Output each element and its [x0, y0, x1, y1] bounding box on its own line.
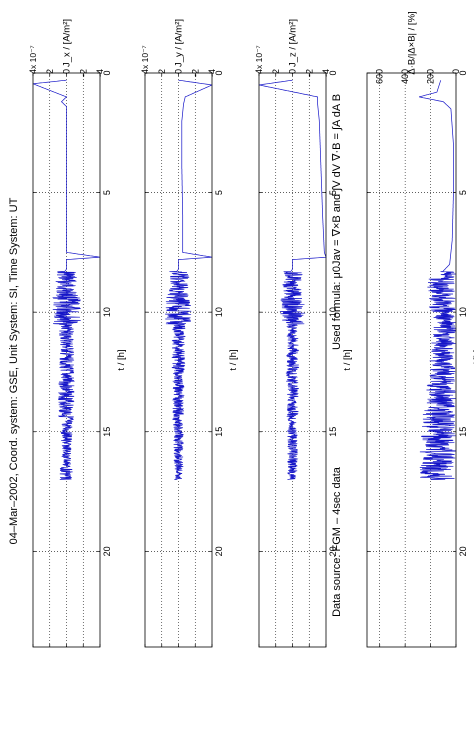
x-tick-label: 15: [214, 427, 224, 437]
y-tick-label: 0: [288, 69, 298, 74]
x-tick-label: 15: [328, 427, 338, 437]
series-line-jz: [258, 79, 327, 480]
x-tick-label: 20: [328, 546, 338, 556]
x-tick-label: 0: [214, 70, 224, 75]
plot-frame: [366, 72, 457, 648]
y-tick-label: -2: [78, 69, 88, 77]
x-tick-label: 0: [458, 70, 468, 75]
x-axis-label: t / [h]: [472, 349, 474, 370]
y-tick-label: 2: [157, 69, 167, 74]
data-source-text: Data source: FGM – 4sec data: [331, 466, 343, 617]
x-tick-label: 20: [214, 546, 224, 556]
y-axis-label: J_z / [A/m²]: [288, 19, 299, 67]
y-tick-label: -4: [207, 69, 217, 77]
panel-jy: 0 5 10 15 20 -4 -2 0 2 4x 10⁻⁷ J_y / [A/m²] t / [h]: [140, 19, 239, 648]
x-tick-label: 5: [102, 190, 112, 195]
y-tick-label: 200: [426, 69, 436, 84]
x-tick-label: 15: [458, 427, 468, 437]
y-axis-label: Δ·B/|Δ×B| / [%]: [407, 11, 418, 74]
x-tick-label: 0: [328, 70, 338, 75]
y-tick-label: -4: [95, 69, 105, 77]
y-tick-label: 0: [62, 69, 72, 74]
x-tick-label: 0: [102, 70, 112, 75]
y-tick-label: 4: [254, 69, 264, 74]
x-tick-label: 10: [214, 307, 224, 317]
x-axis-label: t / [h]: [116, 349, 127, 370]
y-tick-label: -2: [190, 69, 200, 77]
x-tick-label: 5: [328, 190, 338, 195]
x-tick-label: 10: [328, 307, 338, 317]
x-tick-label: 10: [458, 307, 468, 317]
y-tick-label: 600: [375, 69, 385, 84]
x-axis-label: t / [h]: [228, 349, 239, 370]
figure-title: 04–Mar–2002, Coord. system: GSE, Unit Sy…: [8, 197, 20, 544]
panel-jx: 0 5 10 15 20 -4 -2 0 2 4x 10⁻⁷ J_x / [A/m²] t / [h]: [28, 19, 127, 648]
x-tick-label: 5: [458, 190, 468, 195]
x-axis-label: t / [h]: [342, 349, 353, 370]
y-tick-label: -2: [304, 69, 314, 77]
scale-note: x 10⁻⁷: [254, 45, 264, 69]
y-tick-label: 2: [45, 69, 55, 74]
series-line-jy: [165, 79, 213, 480]
panel-jz: 0 5 10 15 20 -4 -2 0 2 4x 10⁻⁷ J_z / [A/m²] t / [h]: [254, 19, 353, 648]
series-line-jx: [32, 79, 101, 480]
y-axis-label: J_y / [A/m²]: [174, 19, 185, 67]
y-tick-label: 4: [28, 69, 38, 74]
scale-note: x 10⁻⁷: [28, 45, 38, 69]
x-tick-label: 20: [458, 546, 468, 556]
y-tick-label: 400: [400, 69, 410, 84]
y-tick-label: -4: [321, 69, 331, 77]
x-tick-label: 10: [102, 307, 112, 317]
series-line-divergence: [419, 80, 457, 480]
x-tick-label: 15: [102, 427, 112, 437]
x-tick-label: 5: [214, 190, 224, 195]
scale-note: x 10⁻⁷: [140, 45, 150, 69]
y-tick-label: 0: [174, 69, 184, 74]
x-tick-label: 20: [102, 546, 112, 556]
y-tick-label: 2: [271, 69, 281, 74]
y-axis-label: J_x / [A/m²]: [62, 19, 73, 67]
y-tick-label: 4: [140, 69, 150, 74]
y-tick-label: 0: [451, 69, 461, 74]
formula-text: Used formula: μ0Jav = ∇×B and ∫V dV ∇·B …: [331, 94, 343, 350]
